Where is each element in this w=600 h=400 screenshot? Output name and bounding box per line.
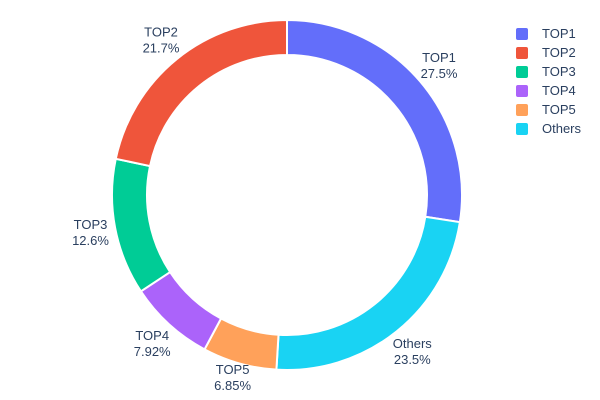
slice-label-top4: TOP4 7.92%	[134, 328, 171, 359]
legend-label: TOP3	[542, 64, 576, 79]
pie-slice-top2[interactable]	[114, 18, 288, 168]
slice-label-others: Others 23.5%	[393, 336, 433, 367]
legend-item-top1[interactable]: TOP1	[516, 24, 581, 43]
legend-item-top2[interactable]: TOP2	[516, 43, 581, 62]
legend-item-top3[interactable]: TOP3	[516, 62, 581, 81]
legend-item-top5[interactable]: TOP5	[516, 100, 581, 119]
legend-swatch-top1	[516, 27, 528, 40]
legend-swatch-top5	[516, 103, 528, 116]
legend-item-others[interactable]: Others	[516, 119, 581, 138]
legend-label: Others	[542, 121, 582, 136]
pie-slice-others[interactable]	[275, 215, 462, 372]
legend-swatch-top3	[516, 65, 528, 78]
legend-item-top4[interactable]: TOP4	[516, 81, 581, 100]
slice-label-top1: TOP1 27.5%	[421, 50, 458, 81]
slice-label-top2: TOP2 21.7%	[143, 25, 180, 56]
legend-label: TOP5	[542, 102, 576, 117]
legend: TOP1 TOP2 TOP3 TOP4 TOP5 Others	[516, 24, 581, 138]
legend-swatch-top2	[516, 46, 528, 59]
slice-label-top5: TOP5 6.85%	[214, 362, 251, 393]
legend-swatch-others	[516, 122, 528, 135]
legend-label: TOP4	[542, 83, 576, 98]
pie-slice-top3[interactable]	[111, 157, 172, 293]
legend-label: TOP2	[542, 45, 576, 60]
legend-swatch-top4	[516, 84, 528, 97]
legend-label: TOP1	[542, 26, 576, 41]
slice-label-top3: TOP3 12.6%	[72, 217, 109, 248]
